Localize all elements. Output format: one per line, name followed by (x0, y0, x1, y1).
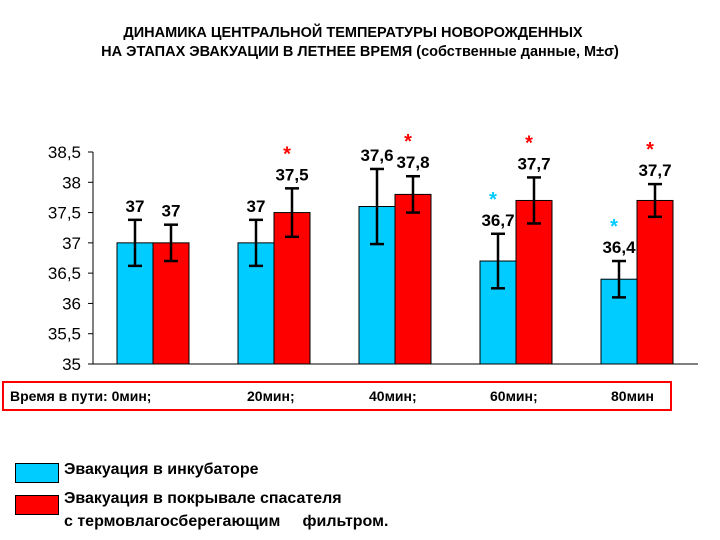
y-tick-label: 37 (62, 234, 81, 253)
significance-star: * (646, 139, 654, 161)
time-label-40: 40мин; (369, 388, 417, 404)
data-label: 37,5 (275, 165, 308, 184)
significance-star: * (404, 131, 412, 153)
data-label: 37,6 (360, 146, 393, 165)
data-label: 37 (126, 197, 145, 216)
time-label-20: 20мин; (247, 388, 295, 404)
legend-swatch-incubator (15, 463, 59, 483)
y-tick-label: 38,5 (48, 143, 81, 162)
y-tick-label: 35 (62, 355, 81, 374)
data-label: 37,7 (638, 161, 671, 180)
y-tick-label: 37,5 (48, 204, 81, 223)
data-label: 36,7 (481, 211, 514, 230)
chart-title-line1: ДИНАМИКА ЦЕНТРАЛЬНОЙ ТЕМПЕРАТУРЫ НОВОРОЖ… (123, 25, 583, 41)
data-label: 37,8 (396, 153, 429, 172)
time-label-60: 60мин; (490, 388, 538, 404)
y-tick-label: 35,5 (48, 325, 81, 344)
legend-label-incubator: Эвакуация в инкубаторе (64, 461, 259, 478)
significance-star: * (610, 216, 618, 238)
bar-blanket-3 (515, 199, 553, 365)
bar-blanket-4 (636, 199, 674, 365)
data-label: 36,4 (602, 238, 636, 257)
time-label-80: 80мин (611, 388, 654, 404)
time-label-0: Время в пути: 0мин; (10, 388, 152, 404)
bar-blanket-2 (394, 193, 432, 365)
legend-label-blanket-line1: Эвакуация в покрывале спасателя (64, 490, 342, 507)
chart-title-line2: НА ЭТАПАХ ЭВАКУАЦИИ В ЛЕТНЕЕ ВРЕМЯ (собс… (101, 44, 619, 60)
data-label: 37,7 (517, 154, 550, 173)
legend-swatch-blanket (15, 495, 59, 515)
significance-star: * (489, 189, 497, 211)
y-tick-label: 36,5 (48, 264, 81, 283)
y-tick-label: 38 (62, 173, 81, 192)
legend-label-blanket-line2: с термовлагосберегающим фильтром. (64, 513, 389, 530)
significance-star: * (283, 143, 291, 165)
significance-star: * (525, 132, 533, 154)
data-label: 37 (162, 202, 181, 221)
travel-time-row: Время в пути: 0мин; 20мин; 40мин; 60мин;… (2, 381, 672, 411)
y-tick-label: 36 (62, 294, 81, 313)
bars (116, 167, 674, 365)
data-label: 37 (247, 197, 266, 216)
